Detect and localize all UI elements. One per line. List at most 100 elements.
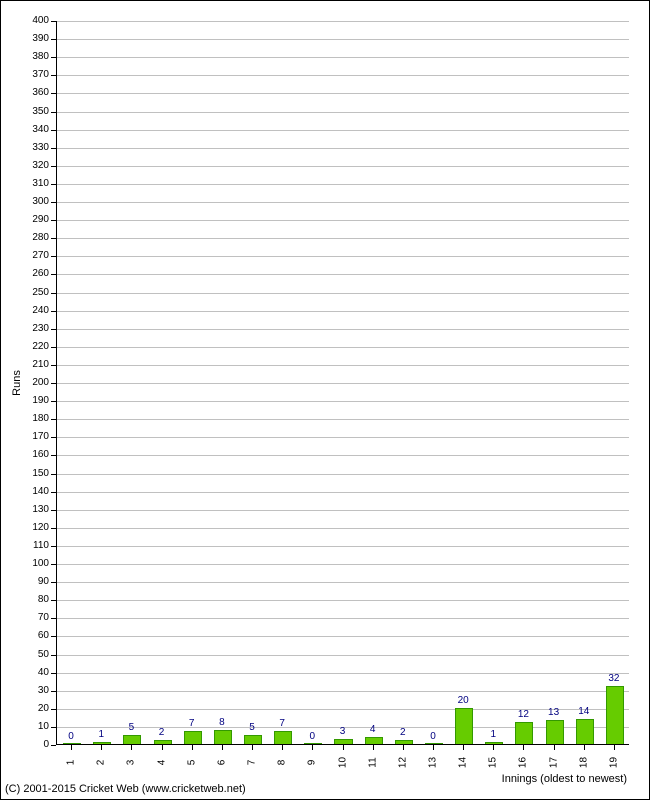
y-tick-mark <box>51 238 56 239</box>
x-axis-label: Innings (oldest to newest) <box>502 773 627 785</box>
bar-value-label: 1 <box>478 729 508 740</box>
y-tick-label: 40 <box>24 668 49 678</box>
x-tick-mark <box>554 745 555 750</box>
gridline <box>57 256 629 257</box>
gridline <box>57 39 629 40</box>
y-tick-mark <box>51 293 56 294</box>
bar <box>576 719 594 744</box>
y-tick-mark <box>51 727 56 728</box>
bar <box>184 731 202 744</box>
y-tick-mark <box>51 365 56 366</box>
x-tick-mark <box>131 745 132 750</box>
y-tick-label: 300 <box>24 197 49 207</box>
gridline <box>57 130 629 131</box>
y-tick-mark <box>51 75 56 76</box>
y-tick-mark <box>51 130 56 131</box>
y-tick-label: 340 <box>24 125 49 135</box>
bar-value-label: 32 <box>599 673 629 684</box>
bar <box>214 730 232 744</box>
y-tick-mark <box>51 401 56 402</box>
y-axis-label: Runs <box>11 370 23 396</box>
y-tick-mark <box>51 202 56 203</box>
gridline <box>57 655 629 656</box>
x-tick-mark <box>71 745 72 750</box>
x-tick-label: 5 <box>186 753 197 773</box>
y-tick-label: 400 <box>24 16 49 26</box>
bar-value-label: 5 <box>116 722 146 733</box>
y-tick-mark <box>51 582 56 583</box>
bar <box>63 743 81 744</box>
y-tick-label: 100 <box>24 559 49 569</box>
gridline <box>57 492 629 493</box>
gridline <box>57 311 629 312</box>
gridline <box>57 365 629 366</box>
y-tick-mark <box>51 166 56 167</box>
y-tick-label: 70 <box>24 613 49 623</box>
y-tick-mark <box>51 329 56 330</box>
y-tick-mark <box>51 745 56 746</box>
y-tick-label: 360 <box>24 88 49 98</box>
x-tick-mark <box>162 745 163 750</box>
x-tick-label: 9 <box>307 753 318 773</box>
x-tick-label: 16 <box>518 753 529 773</box>
gridline <box>57 673 629 674</box>
bar-value-label: 7 <box>177 718 207 729</box>
x-tick-label: 14 <box>458 753 469 773</box>
y-tick-label: 310 <box>24 179 49 189</box>
bar-value-label: 12 <box>508 709 538 720</box>
gridline <box>57 510 629 511</box>
x-tick-mark <box>312 745 313 750</box>
gridline <box>57 474 629 475</box>
y-tick-label: 30 <box>24 686 49 696</box>
bar <box>244 735 262 744</box>
x-tick-mark <box>222 745 223 750</box>
y-tick-mark <box>51 455 56 456</box>
x-tick-mark <box>282 745 283 750</box>
x-tick-mark <box>101 745 102 750</box>
x-tick-label: 11 <box>367 753 378 773</box>
y-tick-label: 200 <box>24 378 49 388</box>
y-tick-label: 170 <box>24 432 49 442</box>
gridline <box>57 600 629 601</box>
y-tick-mark <box>51 691 56 692</box>
y-tick-label: 370 <box>24 70 49 80</box>
x-tick-label: 13 <box>427 753 438 773</box>
gridline <box>57 618 629 619</box>
y-tick-mark <box>51 57 56 58</box>
bar <box>93 742 111 744</box>
bar <box>455 708 473 744</box>
gridline <box>57 293 629 294</box>
bar <box>334 739 352 744</box>
y-tick-label: 260 <box>24 269 49 279</box>
gridline <box>57 419 629 420</box>
y-tick-mark <box>51 618 56 619</box>
y-tick-label: 0 <box>24 740 49 750</box>
gridline <box>57 329 629 330</box>
y-tick-mark <box>51 112 56 113</box>
x-tick-label: 18 <box>578 753 589 773</box>
y-tick-label: 320 <box>24 161 49 171</box>
x-tick-mark <box>463 745 464 750</box>
bar <box>515 722 533 744</box>
y-tick-mark <box>51 437 56 438</box>
y-tick-label: 240 <box>24 306 49 316</box>
x-tick-label: 4 <box>156 753 167 773</box>
bar-value-label: 3 <box>328 726 358 737</box>
gridline <box>57 220 629 221</box>
y-tick-label: 330 <box>24 143 49 153</box>
bar <box>395 740 413 744</box>
gridline <box>57 184 629 185</box>
y-tick-mark <box>51 510 56 511</box>
gridline <box>57 57 629 58</box>
gridline <box>57 274 629 275</box>
chart-container: 0102030405060708090100110120130140150160… <box>0 0 650 800</box>
y-tick-label: 250 <box>24 288 49 298</box>
x-tick-mark <box>493 745 494 750</box>
x-tick-label: 8 <box>277 753 288 773</box>
bar-value-label: 8 <box>207 717 237 728</box>
x-tick-label: 7 <box>247 753 258 773</box>
bar <box>365 737 383 744</box>
x-tick-label: 12 <box>397 753 408 773</box>
y-tick-mark <box>51 93 56 94</box>
gridline <box>57 636 629 637</box>
